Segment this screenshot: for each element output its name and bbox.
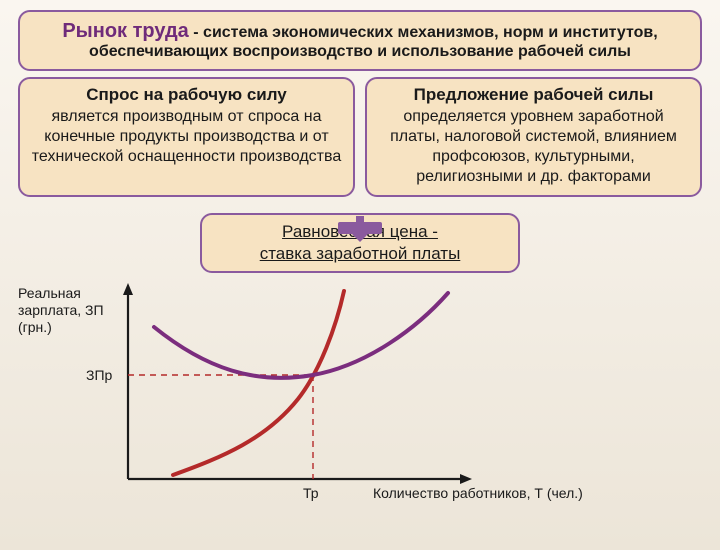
x-axis-label: Количество работников, Т (чел.)	[373, 485, 673, 502]
connector-icon	[330, 216, 390, 242]
definition-box: Рынок труда - система экономических меха…	[18, 10, 702, 71]
demand-box: Спрос на рабочую силу является производн…	[18, 77, 355, 197]
two-column-row: Спрос на рабочую силу является производн…	[18, 77, 702, 197]
x-tick-label: Тр	[303, 485, 319, 501]
equilibrium-line2: ставка заработной платы	[212, 243, 508, 265]
definition-title: Рынок труда	[62, 20, 188, 42]
chart-svg	[18, 279, 478, 489]
supply-body: определяется уровнем заработной платы, н…	[377, 107, 690, 187]
supply-box: Предложение рабочей силы определяется ур…	[365, 77, 702, 197]
demand-title: Спрос на рабочую силу	[30, 85, 343, 105]
labor-market-chart: Реальная зарплата, ЗП (грн.) ЗПр Тр Коли…	[18, 279, 702, 515]
supply-title: Предложение рабочей силы	[377, 85, 690, 105]
demand-body: является производным от спроса на конечн…	[30, 107, 343, 167]
